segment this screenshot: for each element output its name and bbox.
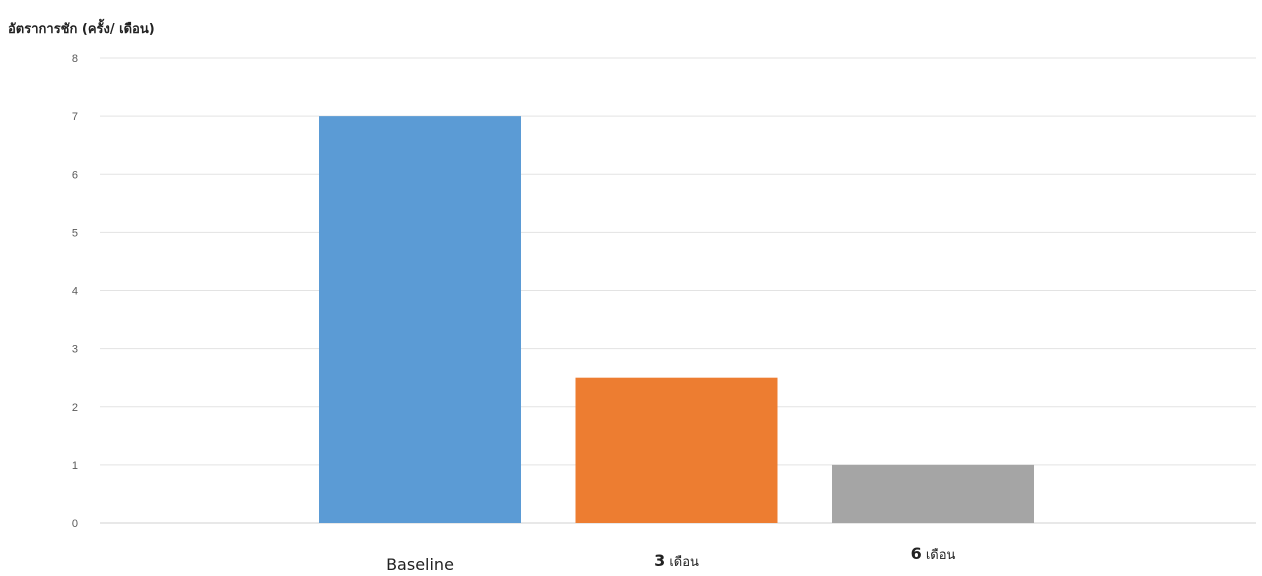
x-axis-categories: Baseline 3 เดือน 6 เดือน: [386, 544, 955, 574]
x-category-text: Baseline: [386, 555, 454, 574]
bar: [319, 116, 521, 523]
x-category-label: 6 เดือน: [911, 544, 956, 563]
bars: [319, 116, 1034, 523]
y-tick-label: 3: [72, 344, 78, 356]
x-category-unit: เดือน: [922, 547, 956, 563]
y-axis-title: อัตราการชัก (ครั้ง/ เดือน): [8, 18, 155, 37]
y-tick-label: 8: [72, 53, 78, 65]
y-tick-label: 7: [72, 111, 78, 123]
x-category-label: 3 เดือน: [654, 551, 699, 570]
x-category-unit: เดือน: [665, 554, 699, 570]
x-category-number: 3: [654, 551, 665, 570]
y-tick-label: 6: [72, 169, 78, 181]
bar: [832, 464, 1034, 523]
gridlines: [100, 57, 1256, 524]
x-category-number: 6: [911, 544, 922, 563]
y-tick-label: 0: [72, 518, 78, 530]
y-axis-ticks: 0 1 2 3 4 5 6 7 8: [72, 53, 78, 530]
y-tick-label: 4: [72, 286, 78, 298]
y-tick-label: 5: [72, 227, 78, 239]
y-tick-label: 2: [72, 402, 78, 414]
bar: [575, 377, 778, 523]
y-tick-label: 1: [72, 460, 78, 472]
x-category-label: Baseline: [386, 555, 454, 574]
